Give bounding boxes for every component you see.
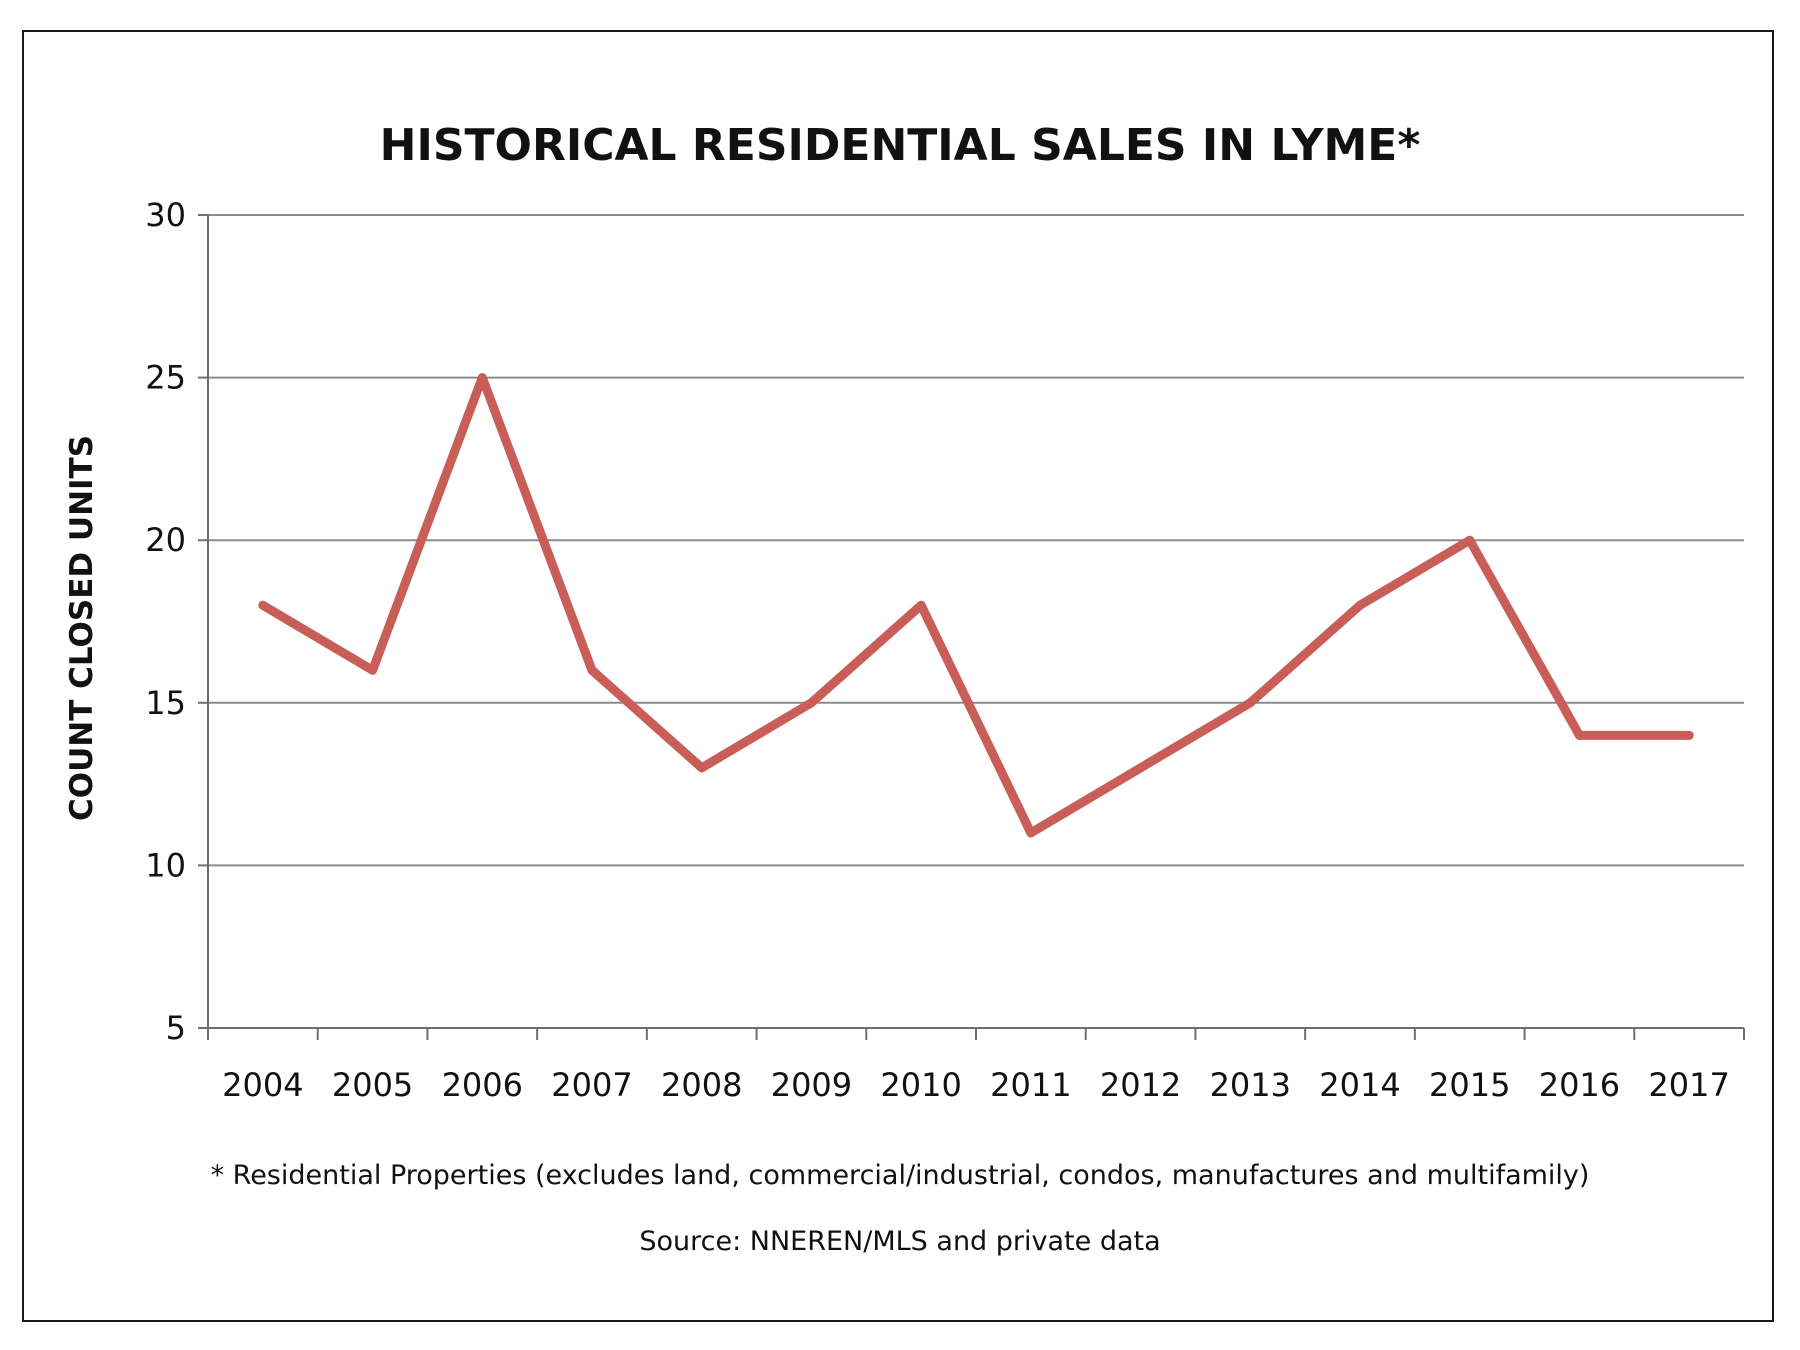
y-tick-label: 30 <box>145 196 186 234</box>
x-axis: 2004 2005 2006 2007 2008 2009 2010 2011 2012 2013… <box>207 1027 1745 1104</box>
footnote: * Residential Properties (excludes land,… <box>211 1160 1590 1191</box>
y-tick-label: 10 <box>145 846 186 884</box>
data-point-2014 <box>1355 600 1365 610</box>
data-point-2008 <box>697 763 707 773</box>
series-line-group <box>258 373 1694 838</box>
grid-lines <box>208 214 1744 867</box>
x-tick-label: 2004 <box>222 1066 303 1104</box>
x-tick-label: 2013 <box>1210 1066 1291 1104</box>
x-tick-label: 2006 <box>442 1066 523 1104</box>
x-tick-label: 2009 <box>771 1066 852 1104</box>
data-point-2006 <box>477 373 487 383</box>
y-axis: 5 10 15 20 25 30 <box>145 196 209 1047</box>
data-point-2012 <box>1136 763 1146 773</box>
chart-frame <box>22 30 1774 1322</box>
x-tick-label: 2014 <box>1319 1066 1400 1104</box>
x-tick-label: 2011 <box>990 1066 1071 1104</box>
series-line <box>258 373 1694 838</box>
x-tick-label: 2012 <box>1100 1066 1181 1104</box>
x-tick-label: 2005 <box>332 1066 413 1104</box>
data-point-2015 <box>1465 535 1475 545</box>
x-tick-label: 2015 <box>1429 1066 1510 1104</box>
data-point-2017 <box>1684 730 1694 740</box>
x-tick-label: 2010 <box>880 1066 961 1104</box>
data-point-2011 <box>1026 828 1036 838</box>
y-tick-label: 5 <box>166 1009 186 1047</box>
y-axis-label: COUNT CLOSED UNITS <box>64 435 100 821</box>
data-point-2009 <box>806 698 816 708</box>
x-tick-label: 2008 <box>661 1066 742 1104</box>
y-tick-label: 15 <box>145 684 186 722</box>
x-tick-label: 2017 <box>1648 1066 1729 1104</box>
source-note: Source: NNEREN/MLS and private data <box>639 1226 1160 1257</box>
x-tick-label: 2016 <box>1539 1066 1620 1104</box>
data-point-2007 <box>587 665 597 675</box>
data-point-2010 <box>916 600 926 610</box>
data-point-2004 <box>258 600 268 610</box>
data-point-2005 <box>368 665 378 675</box>
data-point-2013 <box>1245 698 1255 708</box>
y-tick-label: 20 <box>145 521 186 559</box>
y-tick-label: 25 <box>145 359 186 397</box>
data-point-2016 <box>1574 730 1584 740</box>
chart-title: HISTORICAL RESIDENTIAL SALES IN LYME* <box>380 120 1421 171</box>
x-tick-label: 2007 <box>551 1066 632 1104</box>
